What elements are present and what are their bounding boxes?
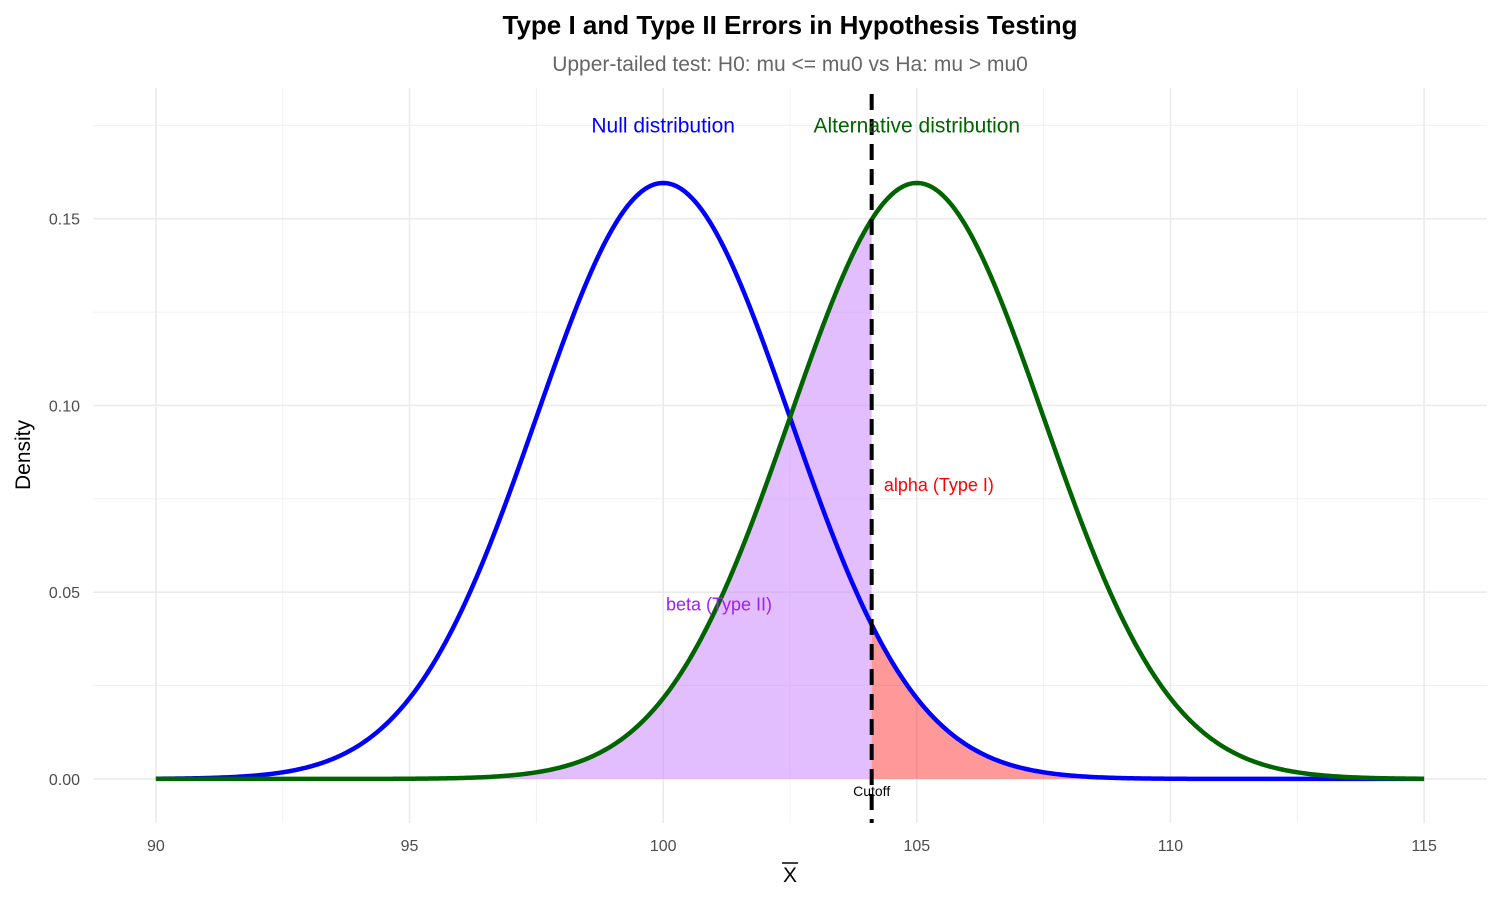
- series-lines: [155, 180, 1425, 782]
- series-line: [155, 180, 1425, 782]
- chart-subtitle: Upper-tailed test: H0: mu <= mu0 vs Ha: …: [552, 53, 1028, 76]
- y-tick-label: 0.10: [49, 398, 80, 415]
- x-tick-label: 105: [903, 838, 930, 855]
- annotation-label: Cutoff: [853, 783, 890, 799]
- y-axis-label: Density: [12, 419, 35, 490]
- shaded-region: [871, 624, 1425, 779]
- chart-title: Type I and Type II Errors in Hypothesis …: [503, 10, 1078, 40]
- x-tick-label: 100: [650, 838, 677, 855]
- x-axis-label: X: [783, 864, 797, 887]
- y-tick-label: 0.05: [49, 585, 80, 602]
- x-tick-label: 95: [401, 838, 419, 855]
- y-tick-label: 0.15: [49, 212, 80, 229]
- shaded-region: [155, 219, 872, 779]
- annotation-label: alpha (Type I): [884, 475, 994, 495]
- annotations: Null distribution Alternative distributio…: [591, 114, 1020, 799]
- annotation-label: Null distribution: [591, 114, 735, 137]
- axis-ticks: 90 95 100 105 110 115 0.00 0.05 0.10 0.15: [49, 212, 1437, 855]
- shaded-regions: [155, 219, 1425, 779]
- annotation-label: beta (Type II): [666, 594, 772, 614]
- x-tick-label: 110: [1158, 838, 1184, 855]
- x-tick-label: 115: [1411, 838, 1437, 855]
- y-tick-label: 0.00: [49, 772, 80, 789]
- x-tick-label: 90: [147, 838, 165, 855]
- annotation-label: Alternative distribution: [814, 114, 1021, 137]
